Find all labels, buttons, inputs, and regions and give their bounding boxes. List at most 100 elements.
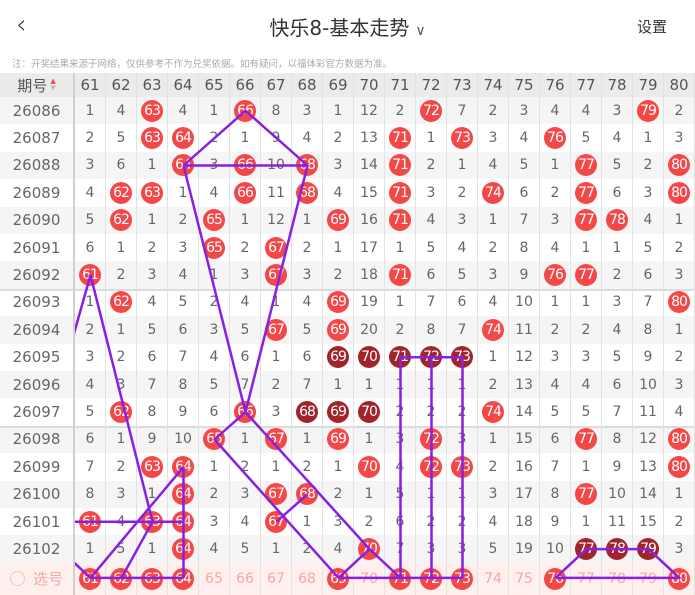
table-cell: 78 <box>602 206 633 234</box>
select-number[interactable]: 64 <box>168 562 199 595</box>
select-number[interactable]: 78 <box>602 562 633 595</box>
select-number[interactable]: 72 <box>416 562 447 595</box>
selected-ball[interactable]: 69 <box>327 567 349 590</box>
table-cell: 11 <box>261 179 292 207</box>
selected-ball[interactable]: 73 <box>451 567 473 590</box>
table-cell: 1 <box>75 288 106 317</box>
table-cell: 19 <box>354 288 385 317</box>
table-cell: 6 <box>106 151 137 180</box>
page-title-dropdown[interactable]: 快乐8-基本走势 ∨ <box>0 12 695 41</box>
select-number[interactable]: 76 <box>540 562 571 595</box>
table-cell: 1 <box>664 480 695 508</box>
table-cell: 1 <box>292 206 323 234</box>
select-number[interactable]: 63 <box>137 562 168 595</box>
hit-ball: 71 <box>389 264 411 287</box>
selected-ball[interactable]: 72 <box>420 567 442 590</box>
table-cell: 10 <box>261 151 292 180</box>
table-cell: 4 <box>478 288 509 317</box>
hit-ball: 80 <box>668 455 690 478</box>
select-number[interactable]: 61 <box>75 562 106 595</box>
table-cell: 4 <box>447 234 478 262</box>
sort-icon[interactable]: ▲ ▼ <box>50 77 56 92</box>
table-cell: 4 <box>106 508 137 536</box>
select-number[interactable]: 75 <box>509 562 540 595</box>
select-number[interactable]: 77 <box>571 562 602 595</box>
select-number[interactable]: 74 <box>478 562 509 595</box>
select-number[interactable]: 65 <box>199 562 230 595</box>
table-cell: 2 <box>602 261 633 289</box>
hit-ball: 71 <box>389 127 411 150</box>
period-cell: 26089 <box>0 179 75 207</box>
table-cell: 6 <box>509 179 540 207</box>
table-cell: 2 <box>199 124 230 152</box>
hit-ball: 64 <box>172 510 194 533</box>
column-header: 61 <box>75 73 106 97</box>
select-number[interactable]: 71 <box>385 562 416 595</box>
hit-ball: 67 <box>265 318 287 341</box>
period-cell: 26086 <box>0 97 75 125</box>
select-number[interactable]: 62 <box>106 562 137 595</box>
selected-ball[interactable]: 62 <box>110 567 132 590</box>
table-cell: 4 <box>199 343 230 371</box>
selected-ball[interactable]: 71 <box>389 567 411 590</box>
select-number[interactable]: 70 <box>354 562 385 595</box>
select-number[interactable]: 69 <box>323 562 354 595</box>
table-cell: 8 <box>416 316 447 344</box>
hit-ball: 72 <box>420 346 442 369</box>
table-cell: 1 <box>261 453 292 481</box>
table-cell: 71 <box>385 124 416 152</box>
table-cell: 2 <box>385 398 416 426</box>
table-cell: 64 <box>168 124 199 152</box>
table-cell: 6 <box>230 343 261 371</box>
table-row <box>0 97 695 125</box>
table-cell: 6 <box>75 234 106 262</box>
period-cell: 26088 <box>0 151 75 180</box>
table-cell: 3 <box>416 535 447 563</box>
page-title: 快乐8-基本走势 <box>269 16 410 40</box>
hit-ball: 61 <box>79 510 101 533</box>
table-cell: 2 <box>323 261 354 289</box>
hit-ball: 65 <box>203 209 225 232</box>
table-cell: 3 <box>664 124 695 152</box>
table-cell: 2 <box>633 151 664 180</box>
hit-ball: 69 <box>327 318 349 341</box>
selected-ball[interactable]: 61 <box>79 567 101 590</box>
select-number[interactable]: 67 <box>261 562 292 595</box>
hit-ball: 69 <box>327 428 349 451</box>
table-cell: 3 <box>292 97 323 125</box>
select-number[interactable]: 66 <box>230 562 261 595</box>
select-number[interactable]: 73 <box>447 562 478 595</box>
table-cell: 71 <box>385 206 416 234</box>
table-cell: 5 <box>199 371 230 399</box>
selected-ball[interactable]: 80 <box>668 567 690 590</box>
table-cell: 8 <box>602 425 633 454</box>
period-cell: 26095 <box>0 343 75 371</box>
table-cell: 6 <box>75 425 106 454</box>
select-number[interactable]: 79 <box>633 562 664 595</box>
table-cell: 12 <box>354 97 385 125</box>
table-cell: 4 <box>137 288 168 317</box>
selected-ball[interactable]: 76 <box>544 567 566 590</box>
table-cell: 80 <box>664 453 695 481</box>
back-button[interactable]: ‹ <box>16 10 27 40</box>
selected-ball[interactable]: 63 <box>141 567 163 590</box>
table-cell: 1 <box>416 124 447 152</box>
hit-ball: 63 <box>141 455 163 478</box>
select-number[interactable]: 80 <box>664 562 695 595</box>
table-cell: 2 <box>540 316 571 344</box>
hit-ball: 67 <box>265 428 287 451</box>
table-cell: 1 <box>571 453 602 481</box>
table-cell: 1 <box>385 234 416 262</box>
settings-button[interactable]: 设置 <box>636 18 667 36</box>
select-number[interactable]: 68 <box>292 562 323 595</box>
table-cell: 1 <box>478 425 509 454</box>
radio-circle-icon[interactable] <box>9 571 25 587</box>
table-cell: 3 <box>540 206 571 234</box>
table-cell: 13 <box>354 124 385 152</box>
hit-ball: 64 <box>172 154 194 177</box>
table-cell: 66 <box>230 179 261 207</box>
selected-ball[interactable]: 64 <box>172 567 194 590</box>
hit-ball: 61 <box>79 264 101 287</box>
period-header[interactable]: 期号 ▲ ▼ <box>0 73 75 97</box>
column-header: 69 <box>323 73 354 97</box>
